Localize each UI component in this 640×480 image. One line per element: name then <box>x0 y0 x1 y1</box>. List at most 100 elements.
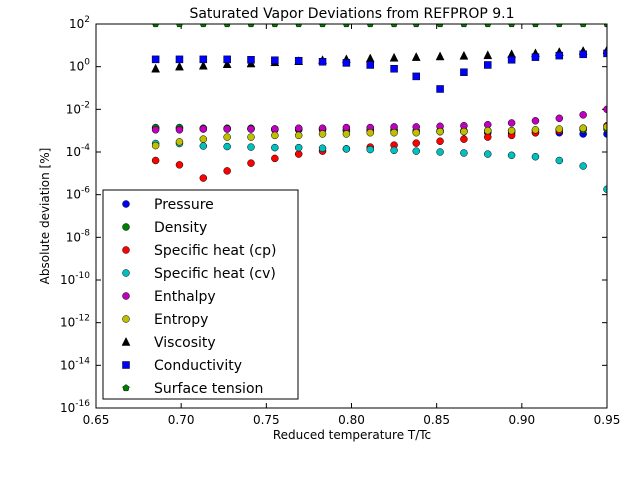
y-axis-label: Absolute deviation [%] <box>38 148 52 285</box>
data-point <box>318 58 327 66</box>
data-point <box>531 53 540 61</box>
data-point <box>199 55 208 64</box>
data-point <box>412 24 420 28</box>
data-point <box>175 61 184 71</box>
data-point <box>151 55 160 64</box>
series-density <box>151 123 607 135</box>
data-point <box>223 133 231 141</box>
data-point <box>247 133 255 141</box>
data-point <box>507 119 516 127</box>
series-entropy <box>151 123 607 150</box>
data-point <box>366 24 374 28</box>
y-tick-label: 10-16 <box>60 399 90 415</box>
data-point <box>603 49 607 58</box>
data-point <box>484 150 492 158</box>
legend-label: Enthalpy <box>154 289 216 305</box>
data-point <box>271 143 279 152</box>
legend-marker <box>122 292 130 300</box>
x-tick-label: 0.65 <box>83 413 110 427</box>
data-point <box>483 50 493 60</box>
data-point <box>411 52 421 61</box>
data-point <box>175 55 184 64</box>
legend-marker <box>122 246 130 254</box>
legend-marker <box>122 361 130 369</box>
data-point <box>199 125 208 133</box>
series-specific-heat-cv <box>151 139 607 193</box>
data-point <box>484 133 492 141</box>
data-point <box>531 126 540 134</box>
x-tick-label: 0.80 <box>338 413 365 427</box>
y-tick-label: 10-2 <box>66 100 90 116</box>
data-point <box>342 123 351 132</box>
y-tick-label: 100 <box>69 58 90 74</box>
data-point <box>175 126 184 134</box>
data-point <box>247 143 255 151</box>
data-point <box>223 125 231 133</box>
x-tick-label: 0.85 <box>423 413 450 427</box>
y-tick-label: 10-8 <box>66 228 91 244</box>
data-point <box>436 148 444 156</box>
data-point <box>460 135 468 143</box>
series-enthalpy <box>151 105 607 134</box>
data-point <box>223 142 231 151</box>
x-tick-label: 0.95 <box>594 413 621 427</box>
data-point <box>366 145 374 154</box>
data-point <box>199 142 208 150</box>
data-point <box>508 24 515 28</box>
data-point <box>436 85 444 93</box>
legend-marker <box>122 315 130 323</box>
data-point <box>318 130 327 138</box>
data-point <box>603 105 607 114</box>
data-point <box>460 68 468 76</box>
data-point <box>507 151 516 160</box>
x-axis-label: Reduced temperature T/Tc <box>273 428 431 442</box>
data-point <box>531 117 540 125</box>
data-point <box>294 150 303 158</box>
data-point <box>366 128 374 137</box>
legend-label: Specific heat (cp) <box>154 243 276 259</box>
data-point <box>460 24 468 28</box>
y-tick-label: 10-12 <box>60 314 90 330</box>
data-point <box>151 141 160 150</box>
data-point <box>223 24 231 28</box>
data-point <box>151 63 161 73</box>
legend-marker <box>122 384 130 392</box>
data-point <box>460 127 468 136</box>
series-viscosity <box>151 45 607 73</box>
legend-label: Specific heat (cv) <box>154 266 276 282</box>
data-point <box>176 24 183 28</box>
data-point <box>223 55 231 64</box>
series-pressure <box>151 124 607 138</box>
data-point <box>294 131 303 140</box>
data-point <box>556 24 563 28</box>
data-point <box>294 143 303 152</box>
y-tick-label: 10-10 <box>60 271 90 287</box>
data-point <box>579 50 587 59</box>
data-point <box>484 24 492 28</box>
data-point <box>247 56 255 64</box>
series-conductivity <box>151 49 607 93</box>
data-point <box>555 114 564 123</box>
data-point <box>198 60 208 70</box>
data-point <box>484 126 492 135</box>
data-point <box>271 125 279 133</box>
x-tick-label: 0.90 <box>508 413 535 427</box>
plot-frame <box>95 23 608 409</box>
data-point <box>247 24 255 28</box>
legend-label: Viscosity <box>154 335 216 351</box>
data-point <box>603 185 607 193</box>
data-point <box>390 146 398 155</box>
data-point <box>151 126 160 134</box>
data-point <box>390 24 398 28</box>
data-point <box>436 127 444 136</box>
legend-label: Conductivity <box>154 358 242 374</box>
data-point <box>199 174 208 182</box>
data-point <box>412 72 420 81</box>
data-point <box>555 156 564 165</box>
legend-label: Pressure <box>154 197 214 213</box>
data-point <box>531 152 540 161</box>
data-point <box>366 61 374 69</box>
y-tick-label: 10-6 <box>66 186 91 202</box>
data-point <box>295 24 302 28</box>
data-point <box>390 128 398 137</box>
